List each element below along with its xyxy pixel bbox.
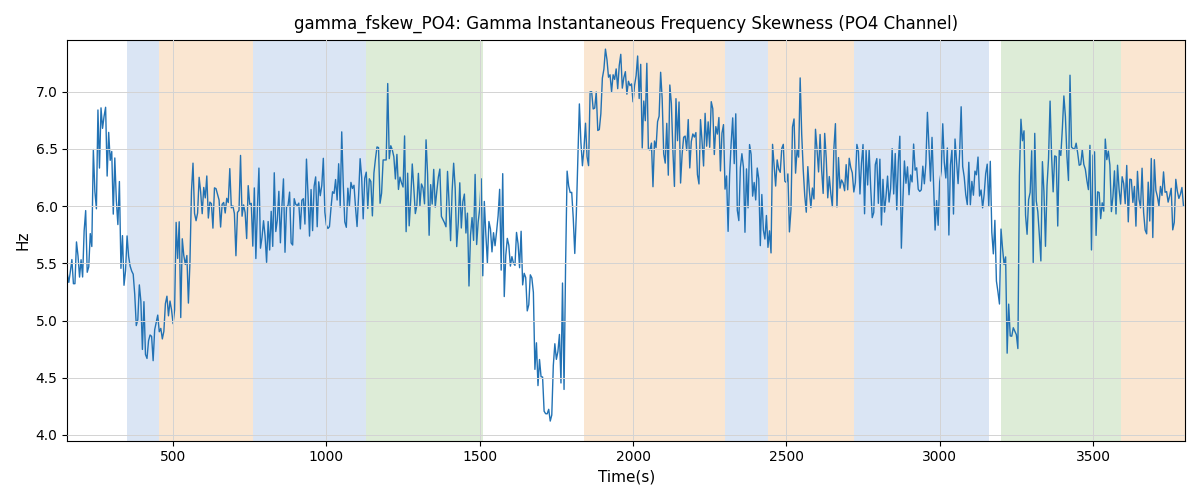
X-axis label: Time(s): Time(s) — [598, 470, 655, 485]
Bar — [253, 40, 366, 440]
Bar — [1121, 40, 1186, 440]
Bar — [366, 40, 482, 440]
Bar — [584, 40, 725, 440]
Bar — [1001, 40, 1121, 440]
Title: gamma_fskew_PO4: Gamma Instantaneous Frequency Skewness (PO4 Channel): gamma_fskew_PO4: Gamma Instantaneous Fre… — [294, 15, 959, 34]
Bar — [725, 40, 768, 440]
Y-axis label: Hz: Hz — [16, 230, 30, 250]
Bar — [127, 40, 160, 440]
Bar — [854, 40, 989, 440]
Bar — [768, 40, 854, 440]
Bar — [160, 40, 253, 440]
